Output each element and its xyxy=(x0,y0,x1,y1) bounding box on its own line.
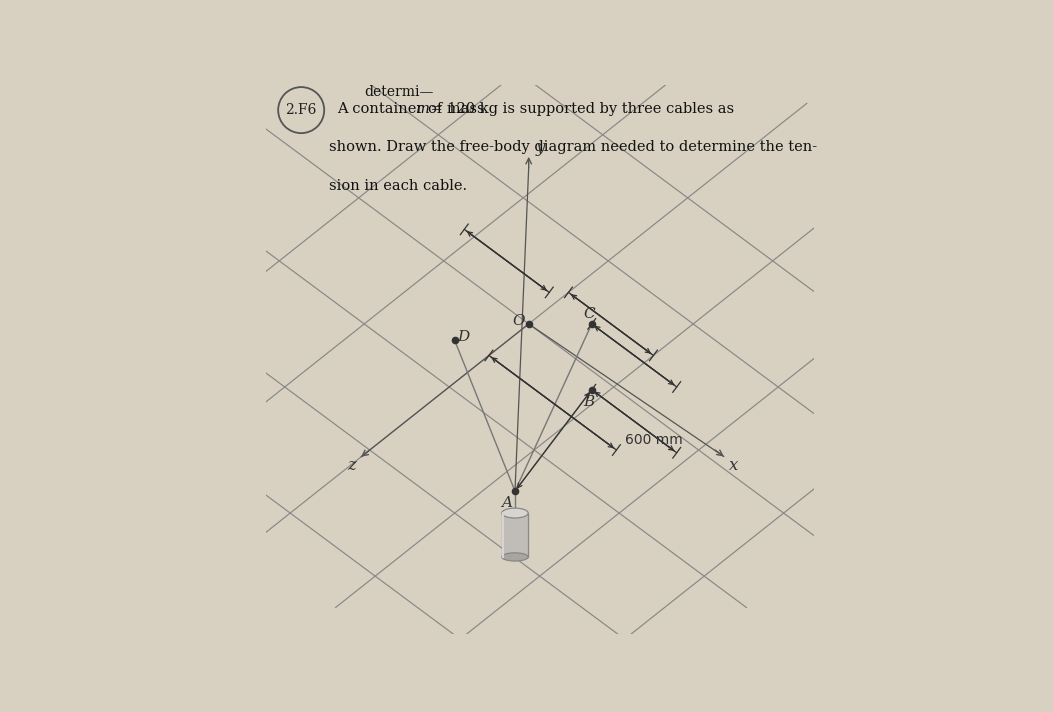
Ellipse shape xyxy=(502,553,529,561)
Text: C: C xyxy=(583,307,595,321)
Text: 2.F6: 2.F6 xyxy=(285,103,317,117)
Text: determi—: determi— xyxy=(364,85,434,100)
Text: shown. Draw the free-body diagram needed to determine the ten-: shown. Draw the free-body diagram needed… xyxy=(329,140,817,155)
Bar xyxy=(502,513,529,557)
Text: x: x xyxy=(729,456,738,473)
Text: A: A xyxy=(501,496,512,511)
Text: = 120 kg is supported by three cables as: = 120 kg is supported by three cables as xyxy=(425,102,734,116)
Text: y: y xyxy=(535,139,544,156)
Text: 600 mm: 600 mm xyxy=(624,434,682,447)
Text: sion in each cable.: sion in each cable. xyxy=(329,179,466,193)
Text: B: B xyxy=(583,394,595,409)
Text: A container of mass: A container of mass xyxy=(337,102,489,116)
Text: z: z xyxy=(347,456,356,473)
Text: O: O xyxy=(513,313,525,328)
Text: D: D xyxy=(457,330,470,344)
Ellipse shape xyxy=(502,508,529,518)
Text: m: m xyxy=(416,102,431,116)
